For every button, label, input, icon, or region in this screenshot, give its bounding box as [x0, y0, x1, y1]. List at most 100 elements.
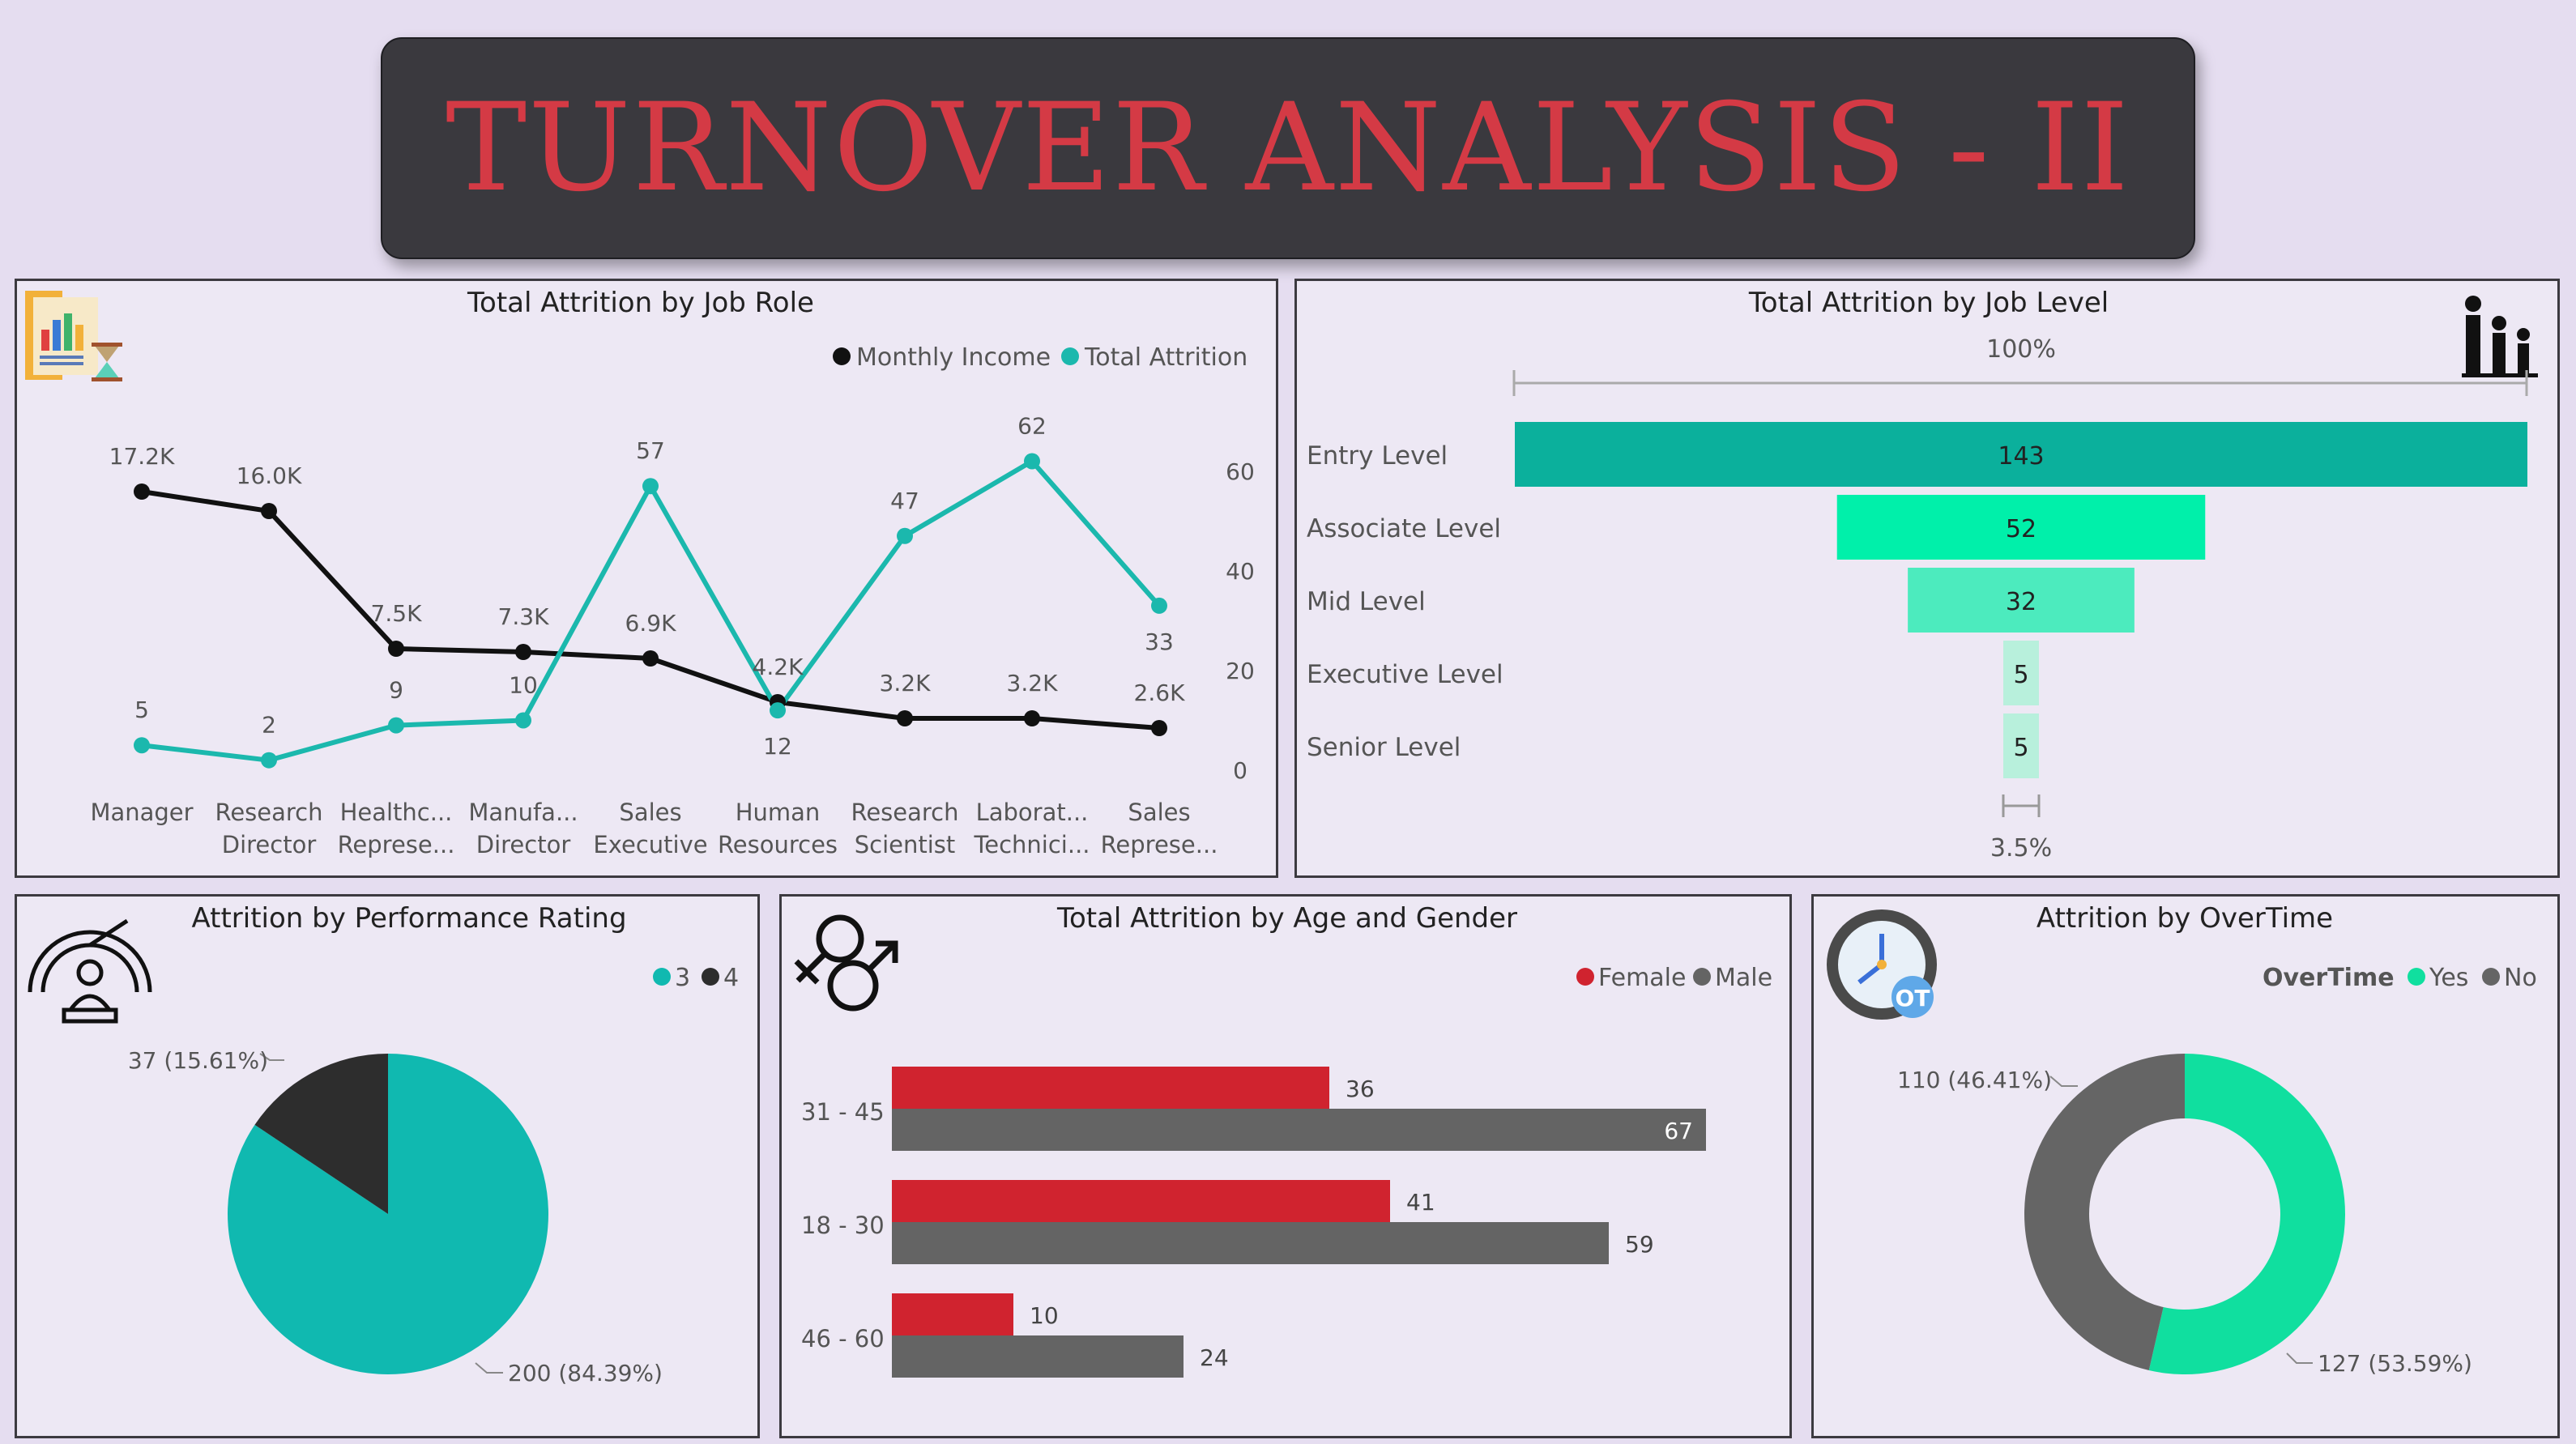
pie-slice-rating-4[interactable] [254, 1054, 388, 1214]
category-label: Technici... [973, 831, 1090, 858]
job-level-label: Associate Level [1307, 514, 1501, 543]
age-gender-chart: Total Attrition by Age and Gender Female… [794, 902, 1772, 1378]
female-bar[interactable] [892, 1293, 1013, 1335]
monthly-income-point[interactable] [388, 641, 404, 657]
category-label: Manager [90, 799, 193, 826]
monthly-income-point[interactable] [515, 644, 531, 660]
age-group-label: 31 - 45 [801, 1098, 885, 1126]
title-banner: TURNOVER ANALYSIS - II [381, 37, 2195, 259]
monthly-income-label: 6.9K [625, 610, 677, 637]
monthly-income-point[interactable] [1024, 710, 1040, 726]
donut-slice-no[interactable] [2024, 1054, 2185, 1370]
total-attrition-point[interactable] [642, 478, 659, 495]
total-attrition-label: 33 [1145, 628, 1174, 655]
overtime-clock-icon: OT [1827, 909, 1937, 1020]
pie-label-rating-3: 200 (84.39%) [508, 1360, 663, 1386]
job-level-bar[interactable] [1836, 495, 2206, 560]
donut-slice-yes[interactable] [2148, 1054, 2345, 1374]
age-gender-panel[interactable]: Total Attrition by Age and Gender Female… [779, 894, 1792, 1438]
category-label: Director [476, 831, 571, 858]
total-attrition-label: 5 [134, 696, 149, 723]
total-attrition-label: 62 [1017, 412, 1047, 439]
job-level-label: Executive Level [1307, 660, 1503, 689]
job-level-chart: Total Attrition by Job Level 100% Entry … [1307, 287, 2538, 863]
category-label: Represe... [1101, 831, 1218, 858]
monthly-income-point[interactable] [897, 710, 913, 726]
leader-line [2049, 1076, 2078, 1087]
leader-line [259, 1053, 284, 1061]
category-label: Manufa... [468, 799, 578, 826]
total-attrition-label: 12 [763, 733, 792, 760]
total-attrition-point[interactable] [897, 527, 913, 544]
job-level-value: 143 [1998, 442, 2044, 471]
category-label: Sales [1128, 799, 1190, 826]
monthly-income-point[interactable] [1151, 720, 1167, 736]
performance-gauge-icon [28, 918, 152, 1024]
performance-chart: Attrition by Performance Rating 3 4 37 (… [28, 902, 739, 1386]
job-level-bar[interactable] [2003, 641, 2039, 705]
total-attrition-point[interactable] [388, 717, 404, 734]
donut-label-yes: 127 (53.59%) [2318, 1350, 2472, 1377]
gender-symbols-icon [794, 914, 898, 1012]
female-bar[interactable] [892, 1180, 1390, 1222]
overtime-badge: OT [1896, 985, 1930, 1012]
funnel-top-bracket [1512, 370, 2528, 396]
total-attrition-label: 9 [389, 677, 403, 704]
age-gender-legend[interactable]: Female Male [1576, 964, 1772, 992]
monthly-income-label: 2.6K [1134, 679, 1186, 706]
y-axis-tick: 60 [1226, 458, 1255, 485]
overtime-legend[interactable]: OverTime Yes No [2263, 964, 2537, 992]
job-level-value: 52 [2006, 515, 2036, 543]
job-level-bar[interactable] [1515, 422, 2527, 487]
pie-label-rating-4: 37 (15.61%) [128, 1047, 268, 1074]
performance-legend[interactable]: 3 4 [653, 964, 739, 992]
total-attrition-point[interactable] [1151, 597, 1167, 614]
category-label: Human [736, 799, 821, 826]
total-attrition-point[interactable] [134, 737, 150, 754]
job-level-panel[interactable]: Total Attrition by Job Level 100% Entry … [1294, 279, 2560, 878]
job-level-bar[interactable] [2003, 713, 2039, 778]
overtime-panel[interactable]: OT Attrition by OverTime OverTime Yes No… [1811, 894, 2560, 1438]
y-axis-tick: 20 [1226, 658, 1255, 684]
category-label: Laborat... [976, 799, 1089, 826]
male-bar[interactable] [892, 1222, 1609, 1264]
job-role-panel[interactable]: Total Attrition by Job Role Monthly Inco… [15, 279, 1278, 878]
male-value: 59 [1625, 1231, 1654, 1258]
monthly-income-label: 4.2K [753, 654, 804, 680]
funnel-bottom-bracket [2002, 794, 2041, 817]
monthly-income-label: 3.2K [1007, 670, 1059, 696]
monthly-income-point[interactable] [642, 650, 659, 667]
male-bar[interactable] [892, 1109, 1706, 1151]
job-role-chart: Total Attrition by Job Role Monthly Inco… [25, 287, 1255, 858]
legend-overtime-title: OverTime [2263, 964, 2395, 992]
male-bar[interactable] [892, 1335, 1184, 1378]
total-attrition-point[interactable] [261, 752, 277, 769]
performance-title: Attrition by Performance Rating [191, 902, 626, 935]
job-level-label: Senior Level [1307, 733, 1461, 762]
male-value: 67 [1664, 1118, 1693, 1144]
funnel-bottom-label: 3.5% [1990, 834, 2052, 863]
legend-monthly-income: Monthly Income [856, 343, 1051, 372]
total-attrition-point[interactable] [770, 702, 786, 719]
category-label: Director [222, 831, 317, 858]
performance-panel[interactable]: Attrition by Performance Rating 3 4 37 (… [15, 894, 760, 1438]
monthly-income-point[interactable] [261, 503, 277, 519]
monthly-income-point[interactable] [134, 483, 150, 500]
legend-rating-4: 4 [723, 964, 739, 992]
people-hierarchy-icon [2462, 296, 2538, 377]
age-group-label: 46 - 60 [801, 1325, 885, 1352]
female-value: 10 [1030, 1302, 1059, 1329]
female-bar[interactable] [892, 1067, 1329, 1109]
category-label: Healthc... [340, 799, 453, 826]
total-attrition-point[interactable] [515, 712, 531, 729]
donut-label-no: 110 (46.41%) [1897, 1067, 2052, 1093]
total-attrition-label: 57 [636, 437, 665, 464]
job-level-title: Total Attrition by Job Level [1748, 287, 2109, 319]
female-value: 41 [1406, 1189, 1435, 1216]
job-role-legend[interactable]: Monthly Income Total Attrition [833, 343, 1247, 372]
category-label: Executive [593, 831, 707, 858]
job-level-bar[interactable] [1908, 568, 2135, 633]
category-label: Sales [619, 799, 681, 826]
total-attrition-point[interactable] [1024, 453, 1040, 470]
monthly-income-label: 17.2K [109, 443, 175, 470]
